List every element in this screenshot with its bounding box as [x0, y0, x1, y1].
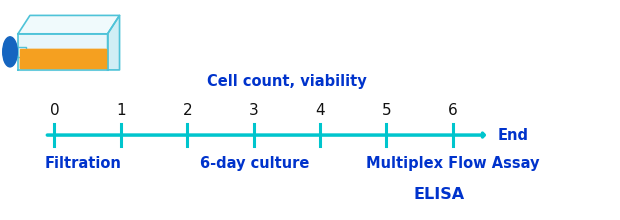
- Polygon shape: [20, 49, 105, 68]
- Text: 0: 0: [50, 103, 60, 117]
- Polygon shape: [20, 49, 105, 68]
- Text: Cell count, viability: Cell count, viability: [207, 74, 366, 89]
- Polygon shape: [16, 47, 26, 57]
- Polygon shape: [18, 34, 108, 70]
- Polygon shape: [108, 15, 120, 70]
- Text: ELISA: ELISA: [414, 187, 465, 202]
- Ellipse shape: [2, 37, 17, 67]
- Polygon shape: [18, 15, 120, 34]
- Text: 4: 4: [315, 103, 325, 117]
- Text: 2: 2: [182, 103, 192, 117]
- Text: 6-day culture: 6-day culture: [200, 156, 310, 171]
- Text: Multiplex Flow Assay: Multiplex Flow Assay: [366, 156, 539, 171]
- Text: Filtration: Filtration: [45, 156, 122, 171]
- Text: 5: 5: [381, 103, 391, 117]
- Text: 6: 6: [448, 103, 458, 117]
- Text: End: End: [498, 128, 529, 143]
- Text: 1: 1: [116, 103, 126, 117]
- Text: 3: 3: [249, 103, 259, 117]
